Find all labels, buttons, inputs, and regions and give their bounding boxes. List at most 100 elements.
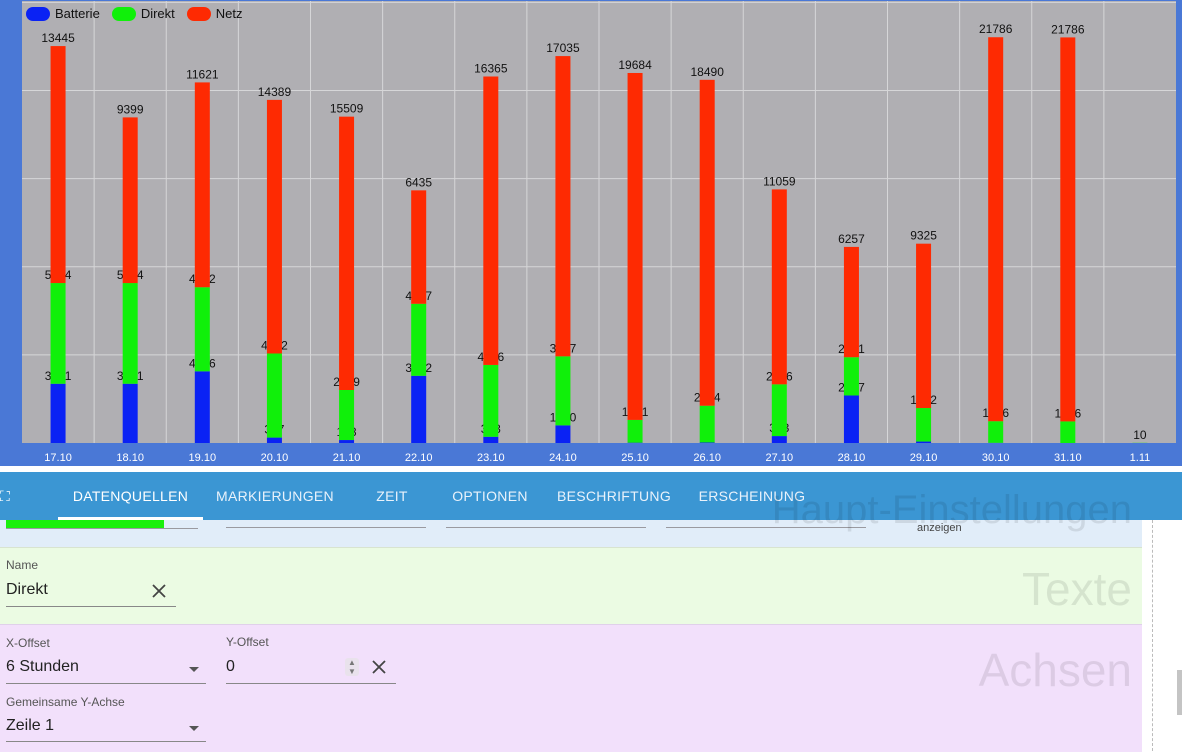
bar-netz-28.10 [844, 247, 859, 357]
bar-netz-17.10 [51, 46, 66, 283]
bar-netz-31.10 [1060, 37, 1075, 421]
bar-netz-18.10 [123, 117, 138, 283]
bar-direkt-29.10 [916, 408, 931, 442]
bar-direkt-31.10 [1060, 421, 1075, 443]
tab-beschriftung[interactable]: BESCHRIFTUNG [550, 472, 678, 520]
data-label-netz: 6435 [405, 175, 432, 189]
bar-netz-27.10 [772, 189, 787, 384]
y-offset-label: Y-Offset [226, 635, 269, 649]
bar-direkt-22.10 [411, 304, 426, 376]
x-tick-label: 29.10 [910, 452, 938, 464]
tab-markierungen[interactable]: MARKIERUNGEN [208, 472, 342, 520]
name-underline [6, 606, 176, 607]
section-watermark-achsen: Achsen [979, 643, 1132, 697]
bar-netz-26.10 [700, 80, 715, 406]
legend-item-direkt[interactable]: Direkt [112, 6, 175, 21]
x-tick-label: 30.10 [982, 452, 1010, 464]
chevron-down-icon[interactable] [189, 667, 199, 672]
chevron-down-icon[interactable] [189, 726, 199, 731]
bar-direkt-18.10 [123, 283, 138, 384]
bar-netz-24.10 [555, 56, 570, 356]
data-label-netz: 9399 [117, 102, 144, 116]
data-label-netz: 18490 [691, 65, 725, 79]
x-tick-label: 20.10 [261, 452, 289, 464]
data-label-netz: 11059 [763, 174, 796, 188]
name-input[interactable]: Direkt [6, 581, 48, 599]
x-tick-label: 21.10 [333, 452, 361, 464]
bar-direkt-24.10 [555, 356, 570, 425]
data-label-netz: 21786 [1051, 22, 1085, 36]
shared-y-axis-label: Gemeinsame Y-Achse [6, 695, 125, 709]
x-offset-underline [6, 683, 206, 684]
legend-label-direkt: Direkt [141, 6, 175, 21]
y-offset-underline [226, 683, 396, 684]
chart-panel: 336157141344517.1033615714939918.1040664… [0, 0, 1182, 466]
bar-direkt-19.10 [195, 287, 210, 371]
bar-direkt-20.10 [267, 353, 282, 437]
bar-netz-23.10 [483, 77, 498, 365]
data-label-netz: 15509 [330, 102, 364, 116]
x-tick-label: 31.10 [1054, 452, 1082, 464]
stacked-bar-chart: 336157141344517.1033615714939918.1040664… [0, 0, 1182, 466]
bar-direkt-17.10 [51, 283, 66, 384]
bar-batterie-17.10 [51, 384, 66, 443]
name-label: Name [6, 558, 38, 572]
x-tick-label: 18.10 [116, 452, 144, 464]
legend-swatch-direkt [112, 7, 136, 21]
color-swatch-direkt[interactable] [6, 520, 164, 528]
data-label-netz: 16365 [474, 62, 508, 76]
field-underline [6, 528, 198, 529]
bar-direkt-28.10 [844, 357, 859, 395]
legend-item-batterie[interactable]: Batterie [26, 6, 100, 21]
bar-direkt-21.10 [339, 390, 354, 440]
bar-batterie-23.10 [483, 437, 498, 443]
x-offset-select[interactable]: 6 Stunden [6, 658, 79, 676]
scrollbar-thumb[interactable] [1177, 670, 1182, 715]
number-spinner-icon[interactable]: ▲▼ [345, 658, 359, 676]
legend-label-netz: Netz [216, 6, 243, 21]
x-tick-label: 1.11 [1130, 452, 1151, 464]
shared-y-axis-select[interactable]: Zeile 1 [6, 717, 54, 735]
bar-batterie-29.10 [916, 442, 931, 443]
shared-y-axis-underline [6, 741, 206, 742]
scrollbar-track[interactable] [1150, 520, 1182, 751]
expand-icon[interactable]: ⛶ [0, 488, 8, 504]
x-tick-label: 24.10 [549, 452, 577, 464]
data-label-netz: 17035 [546, 41, 580, 55]
data-label-netz: 21786 [979, 22, 1013, 36]
data-label-netz: 19684 [618, 58, 652, 72]
y-offset-input[interactable]: 0 [226, 658, 235, 676]
legend-item-netz[interactable]: Netz [187, 6, 243, 21]
clear-icon[interactable] [369, 657, 389, 677]
tab-datenquellen[interactable]: DATENQUELLEN [58, 472, 203, 520]
bar-netz-29.10 [916, 244, 931, 408]
legend-swatch-batterie [26, 7, 50, 21]
data-label-netz: 9325 [910, 229, 937, 243]
bar-direkt-26.10 [700, 406, 715, 443]
legend-swatch-netz [187, 7, 211, 21]
bar-batterie-28.10 [844, 395, 859, 443]
main-settings-section: anzeigen Haupt-Einstellungen [0, 520, 1142, 547]
data-label-netz: 14389 [258, 85, 292, 99]
bar-batterie-20.10 [267, 438, 282, 443]
bar-netz-25.10 [628, 73, 643, 420]
x-tick-label: 23.10 [477, 452, 505, 464]
achsen-section: X-Offset 6 Stunden Y-Offset 0 ▲▼ Gemeins… [0, 624, 1142, 752]
x-tick-label: 19.10 [189, 452, 217, 464]
tab-optionen[interactable]: OPTIONEN [444, 472, 536, 520]
tab-zeit[interactable]: ZEIT [360, 472, 424, 520]
data-label-direkt: 10 [1133, 428, 1147, 442]
bar-netz-21.10 [339, 117, 354, 390]
bar-direkt-25.10 [628, 420, 643, 443]
clear-icon[interactable] [149, 581, 169, 601]
bar-netz-22.10 [411, 190, 426, 303]
bar-direkt-30.10 [988, 421, 1003, 443]
bar-batterie-19.10 [195, 371, 210, 443]
bar-direkt-23.10 [483, 365, 498, 437]
bar-batterie-21.10 [339, 440, 354, 443]
bar-batterie-24.10 [555, 425, 570, 443]
field-underline [226, 527, 426, 528]
x-tick-label: 25.10 [621, 452, 649, 464]
bar-netz-20.10 [267, 100, 282, 354]
bar-netz-19.10 [195, 82, 210, 287]
